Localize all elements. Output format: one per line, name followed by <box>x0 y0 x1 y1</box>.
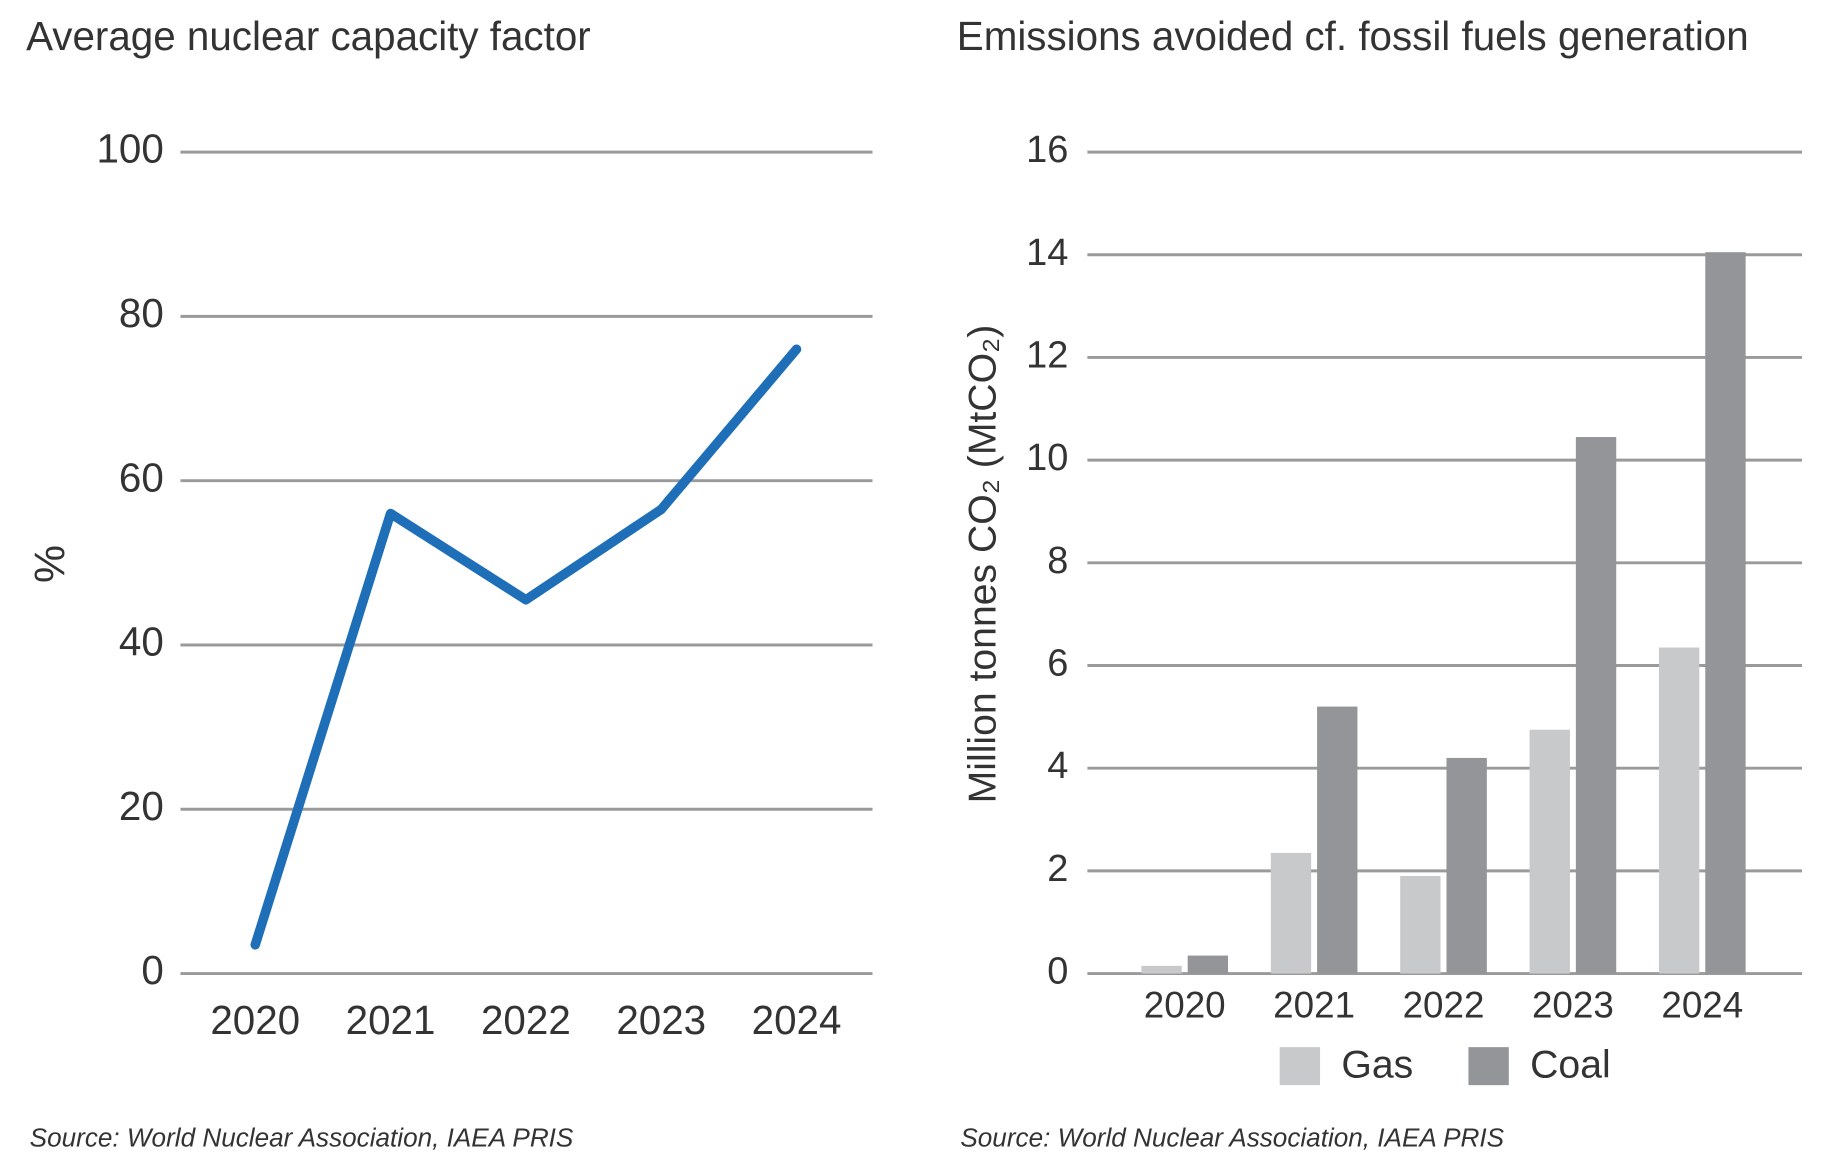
y-tick-label: 0 <box>141 947 163 993</box>
bar <box>1705 252 1746 974</box>
y-tick-label: 100 <box>96 126 163 172</box>
x-tick-label: 2022 <box>481 997 571 1043</box>
line <box>250 344 802 950</box>
legend-swatch <box>1468 1047 1509 1086</box>
x-tick-label: 2021 <box>1273 985 1355 1026</box>
y-tick-label: 12 <box>1026 334 1068 376</box>
chart-title: Emissions avoided cf. fossil fuels gener… <box>957 13 1749 59</box>
y-tick-label: 2 <box>1047 848 1068 890</box>
legend-swatch <box>1279 1047 1321 1086</box>
y-tick-label: 60 <box>119 454 164 500</box>
x-tick-label: 2020 <box>1144 985 1226 1026</box>
bar <box>1141 965 1182 974</box>
bar <box>1658 647 1700 974</box>
legend-label: Coal <box>1530 1044 1611 1087</box>
y-axis-label: % <box>27 545 75 583</box>
y-tick-label: 20 <box>119 783 164 829</box>
bar <box>1317 706 1358 974</box>
source: Source: World Nuclear Association, IAEA … <box>960 1123 1504 1153</box>
y-tick-label: 6 <box>1047 643 1068 685</box>
x-tick-label: 2023 <box>616 997 706 1043</box>
legend-label: Gas <box>1341 1044 1413 1087</box>
bar <box>1529 729 1570 974</box>
bar <box>1575 437 1617 974</box>
x-tick-label: 2022 <box>1403 985 1485 1026</box>
x-tick-label: 2020 <box>210 997 300 1043</box>
y-tick-label: 4 <box>1047 745 1068 787</box>
y-axis-label: Million tonnes CO₂ (MtCO₂) <box>962 325 1005 804</box>
y-tick-label: 8 <box>1047 540 1068 582</box>
source: Source: World Nuclear Association, IAEA … <box>30 1123 574 1153</box>
bar <box>1400 876 1441 974</box>
bar <box>1270 852 1312 974</box>
y-tick-label: 16 <box>1026 129 1068 171</box>
x-tick-label: 2021 <box>346 997 436 1043</box>
x-tick-label: 2024 <box>1661 985 1743 1026</box>
y-tick-label: 10 <box>1026 437 1068 479</box>
y-tick-label: 14 <box>1026 232 1068 274</box>
y-tick-label: 40 <box>119 619 164 665</box>
bar <box>1187 955 1229 974</box>
bar <box>1446 757 1487 974</box>
y-tick-label: 0 <box>1047 951 1068 993</box>
x-tick-label: 2024 <box>752 997 842 1043</box>
x-tick-label: 2023 <box>1532 985 1614 1026</box>
chart-title: Average nuclear capacity factor <box>26 13 591 59</box>
y-tick-label: 80 <box>119 290 164 336</box>
